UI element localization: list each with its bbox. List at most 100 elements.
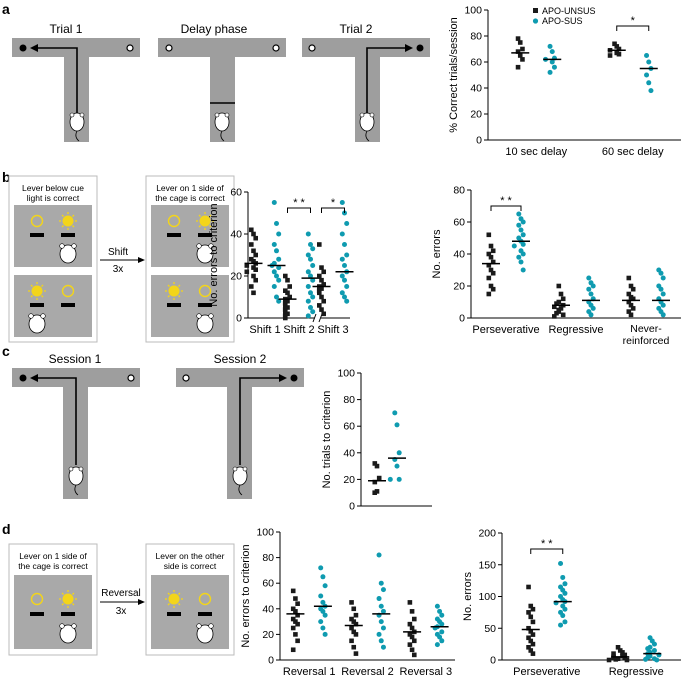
data-point-sus <box>560 613 566 619</box>
shift-arrow: Shift 3x <box>100 247 145 275</box>
y-tick-label: 60 <box>343 421 355 433</box>
mouse-icon <box>232 466 248 496</box>
data-point-unsus <box>321 269 326 275</box>
data-point-unsus <box>558 291 564 297</box>
maze-title: Session 2 <box>214 352 267 366</box>
data-point-sus <box>339 290 345 296</box>
maze-session2: Session 2 <box>176 352 304 499</box>
chart-d-errors: 0 50 100 150 200 No. errors Perseverative Regre… <box>462 528 681 678</box>
y-tick-label: 60 <box>262 578 274 590</box>
data-point-unsus <box>293 619 298 624</box>
significance-bracket <box>490 205 522 211</box>
data-point-unsus <box>530 619 536 625</box>
data-point-unsus <box>488 267 494 273</box>
data-point-sus <box>643 656 649 662</box>
data-point-sus <box>392 410 398 416</box>
x-tick-label: Shift 3 <box>317 324 348 336</box>
operant-box-2: Lever on 1 side of the cage is correct <box>145 175 235 343</box>
data-point-unsus <box>606 657 612 663</box>
data-point-unsus <box>407 600 413 605</box>
data-point-sus <box>376 631 382 637</box>
mouse-icon <box>69 112 85 142</box>
data-point-unsus <box>285 290 290 296</box>
data-point-sus <box>322 612 328 618</box>
data-point-sus <box>320 599 326 605</box>
data-point-unsus <box>517 53 523 58</box>
data-point-sus <box>520 251 526 257</box>
mouse-icon <box>59 243 77 264</box>
data-point-sus <box>549 59 555 65</box>
data-point-sus <box>271 200 277 205</box>
data-point-unsus <box>409 625 415 631</box>
data-point-unsus <box>630 286 636 292</box>
data-point-sus <box>644 53 650 58</box>
box-caption-line: Lever below cue <box>22 183 84 193</box>
data-point-unsus <box>295 621 300 627</box>
lever <box>30 303 44 307</box>
data-point-unsus <box>411 616 417 622</box>
data-point-unsus <box>486 262 492 268</box>
data-point-unsus <box>624 657 630 663</box>
data-point-unsus <box>287 284 292 289</box>
data-point-sus <box>380 625 386 631</box>
data-point-sus <box>318 593 324 599</box>
data-point-unsus <box>528 648 534 653</box>
box-caption-line: Lever on 1 side of <box>19 551 87 561</box>
cue-light-on-icon <box>196 212 214 230</box>
data-point-sus <box>320 574 326 580</box>
data-point-unsus <box>321 311 326 317</box>
data-point-sus <box>376 596 382 602</box>
data-point-sus <box>558 622 564 628</box>
data-point-sus <box>654 657 660 663</box>
data-point-sus <box>271 242 277 247</box>
data-point-sus <box>551 64 557 70</box>
data-point-sus <box>394 463 400 469</box>
data-point-sus <box>305 284 311 289</box>
data-point-unsus <box>526 610 531 615</box>
x-tick-label: Regressive <box>548 324 603 336</box>
significance-stars: * * <box>500 195 512 207</box>
cue-light-off-icon <box>30 592 44 606</box>
data-point-sus <box>339 200 345 205</box>
data-point-sus <box>276 256 282 262</box>
x-tick-label: Regressive <box>609 666 664 678</box>
data-point-unsus <box>630 296 636 302</box>
data-point-unsus <box>251 273 256 279</box>
lever <box>61 303 75 307</box>
data-point-unsus <box>319 277 324 283</box>
data-point-sus <box>276 231 282 237</box>
data-point-unsus <box>295 638 300 644</box>
arrow-label: 3x <box>113 264 124 275</box>
data-point-sus <box>396 476 402 482</box>
y-tick-label: 50 <box>484 623 496 635</box>
data-point-sus <box>394 422 400 428</box>
data-point-sus <box>380 608 386 614</box>
x-tick-label: Never- <box>630 323 662 335</box>
data-point-sus <box>658 286 664 292</box>
data-point-unsus <box>349 625 354 631</box>
y-tick-label: 0 <box>459 313 465 325</box>
x-tick-label: Shift 1 <box>249 324 280 336</box>
mouse-icon <box>196 623 214 644</box>
x-tick-label: Reversal 2 <box>341 666 394 678</box>
data-point-sus <box>590 283 596 289</box>
data-point-unsus <box>490 270 496 276</box>
data-point-unsus <box>372 490 377 495</box>
chart-c: 0 20 40 60 80 100 No. trials to criterion <box>321 368 432 513</box>
y-tick-label: 40 <box>262 603 274 615</box>
data-point-unsus <box>374 463 380 469</box>
axis-break-mark <box>312 313 317 323</box>
path-arrow <box>34 377 77 465</box>
data-point-unsus <box>612 41 617 47</box>
data-point-unsus <box>552 304 557 310</box>
data-point-sus <box>339 273 345 279</box>
significance-bracket <box>616 25 650 31</box>
data-point-sus <box>308 290 313 296</box>
data-point-unsus <box>253 252 258 258</box>
data-point-sus <box>305 231 311 237</box>
mouse-icon <box>28 313 46 334</box>
cue-light-off-icon <box>167 214 181 228</box>
data-point-unsus <box>244 263 250 268</box>
data-point-unsus <box>486 232 492 238</box>
data-point-unsus <box>526 584 531 590</box>
